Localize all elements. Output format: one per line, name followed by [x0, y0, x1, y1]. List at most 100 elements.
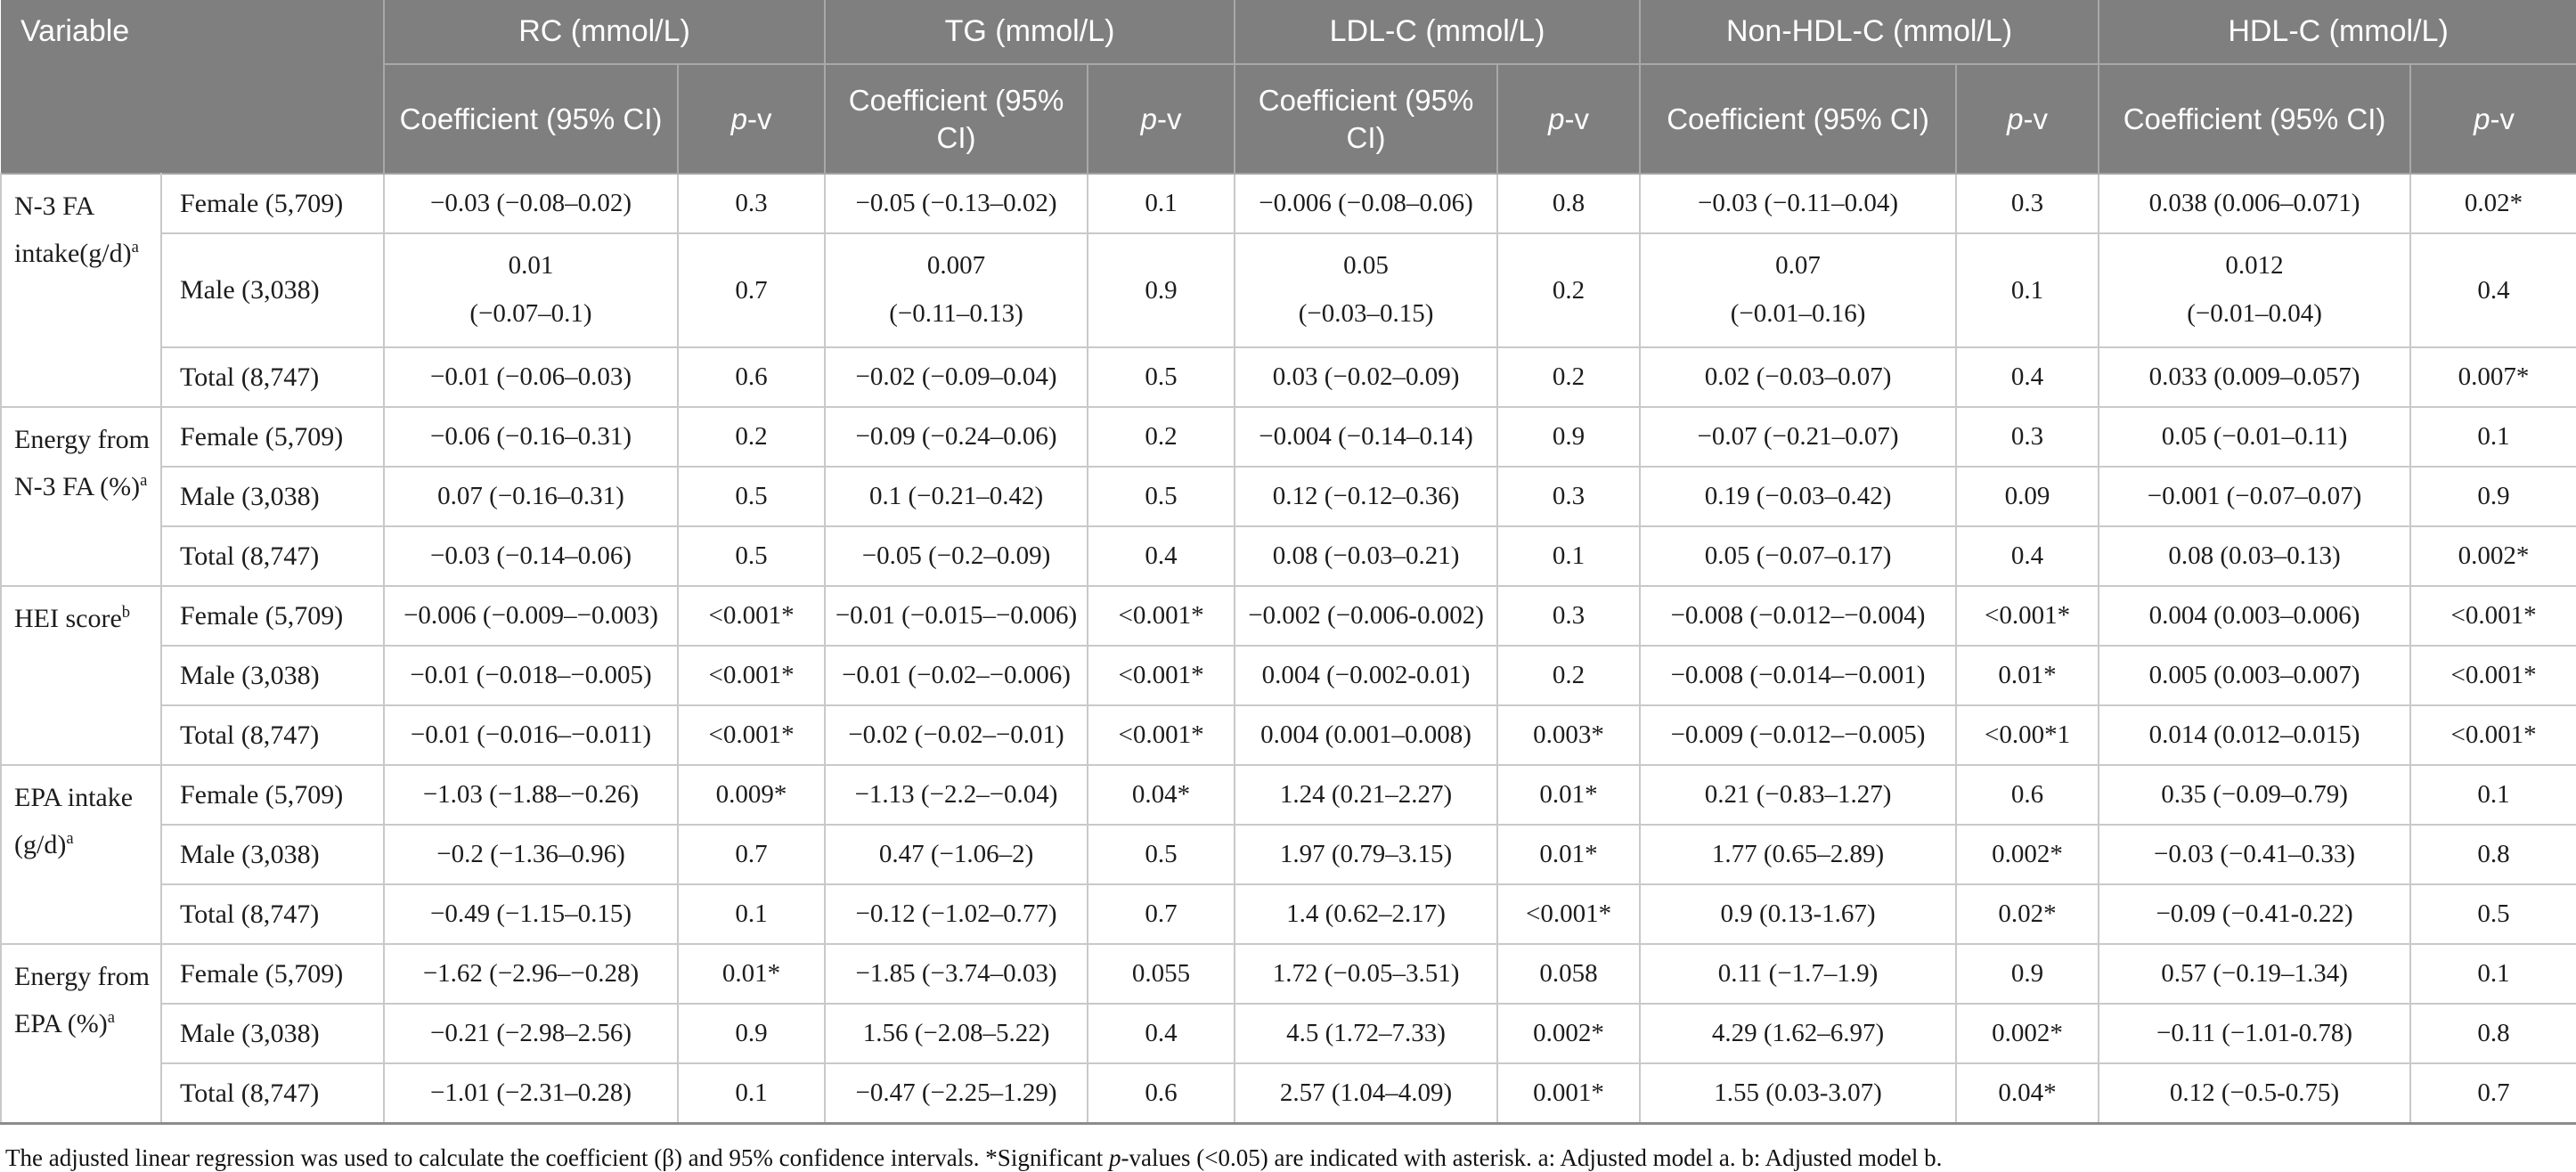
subgroup-cell: Male (3,038): [159, 645, 386, 706]
p-value-cell: 0.5: [1087, 466, 1236, 527]
p-value-cell: <0.001*: [2409, 585, 2576, 647]
p-value-cell: 0.02*: [2409, 173, 2576, 234]
p-value-sub-header: p-v: [1955, 64, 2099, 174]
coefficient-cell: −1.13 (−2.2–−0.04): [824, 764, 1089, 826]
coefficient-cell: −0.004 (−0.14–0.14): [1234, 406, 1499, 468]
table-row: HEI scoreb Female (5,709) −0.006 (−0.009–−…: [0, 585, 2576, 766]
p-value-cell: 0.1: [677, 1062, 827, 1125]
p-value-cell: 0.1: [1087, 173, 1236, 234]
coefficient-cell: −0.21 (−2.98–2.56): [383, 1003, 680, 1064]
variable-superscript: b: [121, 603, 131, 622]
p-value-cell: 0.6: [1087, 1062, 1236, 1125]
p-value-cell: <0.001*: [677, 585, 827, 647]
p-italic: p: [2007, 102, 2024, 135]
p-value-cell: <0.001*: [1087, 704, 1236, 766]
subgroup-cell: Total (8,747): [159, 704, 386, 766]
p-value-cell: 0.1: [2409, 764, 2576, 826]
p-value-cell: <0.001*: [677, 704, 827, 766]
variable-label: N-3 FA intake(g/d): [14, 191, 132, 268]
coefficient-cell: −1.85 (−3.74–0.03): [824, 943, 1089, 1005]
p-value-cell: 0.04*: [1087, 764, 1236, 826]
coefficient-cell: 0.57 (−0.19–1.34): [2098, 943, 2412, 1005]
p-value-cell: 0.7: [677, 232, 827, 348]
table-header: Variable RC (mmol/L) TG (mmol/L) LDL-C (…: [1, 0, 2576, 174]
p-value-cell: 0.9: [2409, 466, 2576, 527]
table-row: Energy from EPA (%)a Female (5,709) −1.62 …: [0, 943, 2576, 1125]
p-value-cell: 0.2: [677, 406, 827, 468]
subgroup-cell: Male (3,038): [159, 1003, 386, 1064]
coefficient-cell: 0.01 (−0.07–0.1): [383, 232, 680, 348]
coefficient-cell: −0.008 (−0.012–−0.004): [1639, 585, 1958, 647]
sub-header-row: Coefficient (95% CI) p-v Coefficient (95% …: [1, 64, 2576, 174]
subgroup-cell: Female (5,709): [159, 173, 386, 234]
p-value-cell: 0.9: [1955, 943, 2100, 1005]
coefficient-cell: −0.49 (−1.15–0.15): [383, 883, 680, 945]
column-group-header-rc: RC (mmol/L): [383, 0, 826, 65]
coefficient-cell: −0.01 (−0.018–−0.005): [383, 645, 680, 706]
footnote-p-italic: p: [1109, 1144, 1121, 1171]
coefficient-cell: 0.03 (−0.02–0.09): [1234, 346, 1499, 408]
coefficient-cell: −0.02 (−0.09–0.04): [824, 346, 1089, 408]
variable-label: EPA intake (g/d): [14, 783, 134, 859]
table-row: Total (8,747) −0.01 (−0.016–−0.011) <0.001…: [1, 704, 2576, 766]
table-row: N-3 FA intake(g/d)a Female (5,709) −0.03 (…: [0, 173, 2576, 408]
coefficient-cell: 0.05 (−0.07–0.17): [1639, 525, 1958, 587]
p-value-cell: 0.3: [1496, 466, 1642, 527]
table-row: Male (3,038) −0.21 (−2.98–2.56) 0.9 1.56 (−…: [1, 1003, 2576, 1064]
coefficient-cell: 1.4 (0.62–2.17): [1234, 883, 1499, 945]
p-value-cell: 0.1: [1496, 525, 1642, 587]
p-value-cell: 0.7: [2409, 1062, 2576, 1125]
coefficient-cell: −0.01 (−0.015–−0.006): [824, 585, 1089, 647]
p-value-sub-header: p-v: [2409, 64, 2576, 174]
v-suffix: -v: [2023, 102, 2048, 135]
p-value-cell: 0.1: [677, 883, 827, 945]
coefficient-cell: 0.038 (0.006–0.071): [2098, 173, 2412, 234]
coefficient-cell: 1.72 (−0.05–3.51): [1234, 943, 1499, 1005]
p-value-cell: 0.3: [1955, 173, 2100, 234]
p-italic: p: [730, 102, 747, 135]
p-value-cell: 0.7: [1087, 883, 1236, 945]
coefficient-cell: 0.08 (0.03–0.13): [2098, 525, 2412, 587]
p-value-cell: 0.1: [2409, 406, 2576, 468]
p-value-cell: 0.5: [677, 525, 827, 587]
coefficient-cell: 0.12 (−0.12–0.36): [1234, 466, 1499, 527]
coefficient-cell: 0.47 (−1.06–2): [824, 824, 1089, 885]
variable-cell: Energy from EPA (%)a: [0, 943, 162, 1125]
coefficient-cell: −0.01 (−0.016–−0.011): [383, 704, 680, 766]
coefficient-cell: 0.9 (0.13-1.67): [1639, 883, 1958, 945]
coefficient-cell: −0.12 (−1.02–0.77): [824, 883, 1089, 945]
coefficient-cell: −1.62 (−2.96–−0.28): [383, 943, 680, 1005]
coefficient-sub-header: Coefficient (95% CI): [824, 64, 1088, 174]
p-value-cell: 0.3: [1496, 585, 1642, 647]
p-value-cell: 0.003*: [1496, 704, 1642, 766]
variable-superscript: a: [140, 470, 148, 490]
coefficient-cell: 0.007 (−0.11–0.13): [824, 232, 1089, 348]
p-value-cell: 0.002*: [2409, 525, 2576, 587]
p-value-cell: 0.09: [1955, 466, 2100, 527]
column-group-header-tg: TG (mmol/L): [824, 0, 1235, 65]
p-value-cell: 0.4: [1087, 1003, 1236, 1064]
coefficient-cell: −0.09 (−0.41-0.22): [2098, 883, 2412, 945]
p-value-cell: 0.001*: [1496, 1062, 1642, 1125]
p-value-cell: 0.002*: [1955, 824, 2100, 885]
variable-column-header: Variable: [1, 0, 386, 174]
p-value-cell: 0.7: [677, 824, 827, 885]
coefficient-cell: −0.002 (−0.006-0.002): [1234, 585, 1499, 647]
variable-cell: EPA intake (g/d)a: [0, 764, 162, 945]
coefficient-cell: 2.57 (1.04–4.09): [1234, 1062, 1499, 1125]
p-value-cell: 0.2: [1087, 406, 1236, 468]
p-value-cell: <0.001*: [677, 645, 827, 706]
table-row: Male (3,038) −0.2 (−1.36–0.96) 0.7 0.47 (−1…: [1, 824, 2576, 885]
footnote-text-rest: -values (<0.05) are indicated with aster…: [1121, 1144, 1943, 1171]
p-value-cell: 0.3: [1955, 406, 2100, 468]
coefficient-cell: 0.05 (−0.03–0.15): [1234, 232, 1499, 348]
coefficient-cell: 0.11 (−1.7–1.9): [1639, 943, 1958, 1005]
subgroup-cell: Total (8,747): [159, 346, 386, 408]
p-value-cell: 0.4: [2409, 232, 2576, 348]
coefficient-cell: 0.004 (0.001–0.008): [1234, 704, 1499, 766]
coefficient-sub-header: Coefficient (95% CI): [2098, 64, 2411, 174]
subgroup-cell: Total (8,747): [159, 883, 386, 945]
coefficient-cell: 0.05 (−0.01–0.11): [2098, 406, 2412, 468]
p-value-cell: 0.9: [1087, 232, 1236, 348]
p-value-cell: 0.01*: [1496, 764, 1642, 826]
